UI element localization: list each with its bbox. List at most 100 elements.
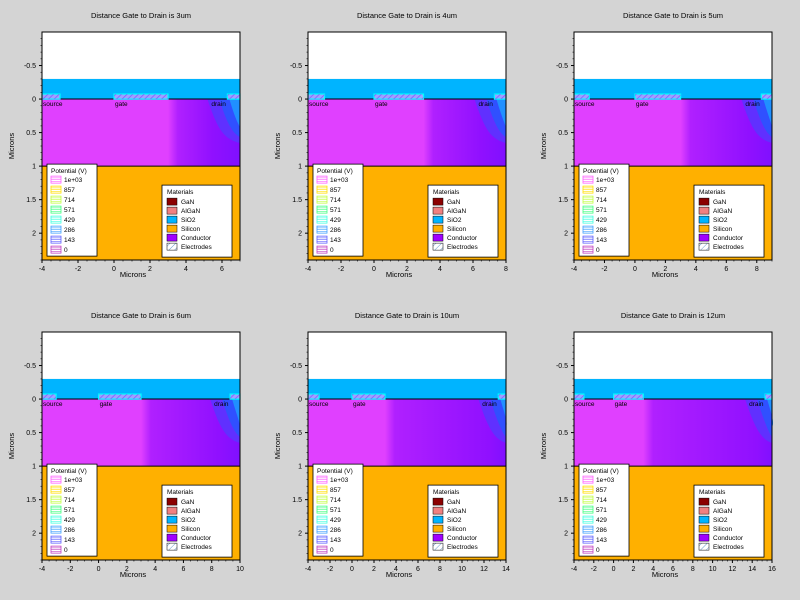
material-swatch [698,533,710,542]
air-region [42,32,240,79]
chart-title: Distance Gate to Drain is 10um [355,311,459,320]
y-tick-label: 0 [298,97,302,104]
material-swatch [432,215,444,224]
x-tick-label: 2 [631,566,635,573]
material-swatch [166,515,178,524]
source-electrode-hatch [574,94,590,100]
sio2-layer [308,378,506,400]
materials-legend-entry: Conductor [181,235,212,242]
drain-field-contour-inner [763,99,772,128]
potential-legend-entry: 286 [64,227,75,234]
potential-legend-entry: 0 [64,247,68,254]
y-tick-label: 0.5 [26,430,36,437]
x-axis-label: Microns [120,270,147,279]
potential-legend-title: Potential (V) [317,468,353,475]
chart-title: Distance Gate to Drain is 3um [91,11,191,20]
drain-label: drain [482,401,497,408]
y-tick-label: 0.5 [292,130,302,137]
materials-legend-entry: GaN [447,499,461,506]
drain-field-contour-mid [490,399,506,438]
y-tick-label: -0.5 [24,63,36,70]
air-region [574,332,772,379]
y-tick-label: 0 [564,97,568,104]
source-electrode-hatch [574,394,584,400]
y-tick-label: -0.5 [24,363,36,370]
material-swatch [166,506,178,515]
x-tick-label: 0 [350,566,354,573]
materials-legend-entry: Conductor [447,535,478,542]
source-label: source [309,401,329,408]
drain-electrode-hatch [227,94,240,100]
material-swatch [166,206,178,215]
source-label: source [43,101,63,108]
y-tick-label: 1 [298,164,302,171]
material-swatch [698,524,710,533]
x-axis-label: Microns [120,570,147,579]
material-swatch [698,233,710,242]
y-tick-label: 0 [564,397,568,404]
x-tick-label: 4 [394,566,398,573]
y-axis-label: Microns [539,433,548,460]
gate-electrode-hatch [374,94,424,100]
potential-legend-entry: 571 [596,207,607,214]
potential-legend-entry: 857 [596,187,607,194]
drain-label: drain [745,101,760,108]
x-tick-label: 4 [694,266,698,273]
y-tick-label: 2 [564,231,568,238]
y-tick-label: 1 [32,464,36,471]
drain-electrode-hatch [765,394,772,400]
potential-legend-entry: 0 [330,247,334,254]
potential-legend-entry: 857 [64,187,75,194]
potential-legend-entry: 1e+03 [64,477,83,484]
potential-legend: Potential (V) 1e+03 857 714 571 429 286 143 0 [46,463,98,557]
x-tick-label: -4 [39,266,45,273]
potential-legend-entry: 143 [64,237,75,244]
drain-label: drain [749,401,764,408]
electrodes-swatch [698,542,710,551]
chart-panel-1: Distance Gate to Drain is 3um source gate d… [7,11,241,279]
y-tick-label: 0 [32,97,36,104]
x-tick-label: 14 [748,566,756,573]
material-swatch [166,497,178,506]
potential-legend: Potential (V) 1e+03 857 714 571 429 286 143 0 [46,163,98,257]
y-tick-label: 0 [298,397,302,404]
materials-legend-entry: AlGaN [447,208,466,215]
material-swatch [432,524,444,533]
potential-legend-title: Potential (V) [317,168,353,175]
material-swatch [698,497,710,506]
x-tick-label: -2 [338,266,344,273]
potential-legend-entry: 143 [596,537,607,544]
x-tick-label: 8 [755,266,759,273]
drain-electrode-hatch [761,94,772,100]
material-swatch [432,497,444,506]
materials-legend-entry: SiO2 [713,517,728,524]
x-tick-label: 10 [709,566,717,573]
materials-legend-title: Materials [699,189,726,196]
potential-region [574,399,772,467]
material-swatch [166,533,178,542]
materials-legend-entry: AlGaN [181,208,200,215]
sio2-layer [308,78,506,100]
x-tick-label: -2 [75,266,81,273]
y-axis-label: Microns [273,433,282,460]
y-tick-label: 2 [298,531,302,538]
x-tick-label: -2 [67,566,73,573]
potential-legend: Potential (V) 1e+03 857 714 571 429 286 143 0 [312,163,364,257]
material-swatch [432,515,444,524]
chart-panel-5: Distance Gate to Drain is 10um source gate… [273,311,510,579]
y-tick-label: -0.5 [556,63,568,70]
potential-legend: Potential (V) 1e+03 857 714 571 429 286 143 0 [578,463,630,557]
x-tick-label: 8 [438,566,442,573]
y-tick-label: -0.5 [290,63,302,70]
x-axis-label: Microns [386,270,413,279]
y-axis-label: Microns [539,133,548,160]
x-tick-label: 12 [729,566,737,573]
potential-legend-entry: 857 [330,187,341,194]
x-tick-label: -4 [571,266,577,273]
potential-legend-entry: 0 [596,547,600,554]
potential-legend-entry: 857 [64,487,75,494]
x-tick-label: 8 [691,566,695,573]
drain-electrode-hatch [494,94,506,100]
materials-legend-entry: SiO2 [181,517,196,524]
